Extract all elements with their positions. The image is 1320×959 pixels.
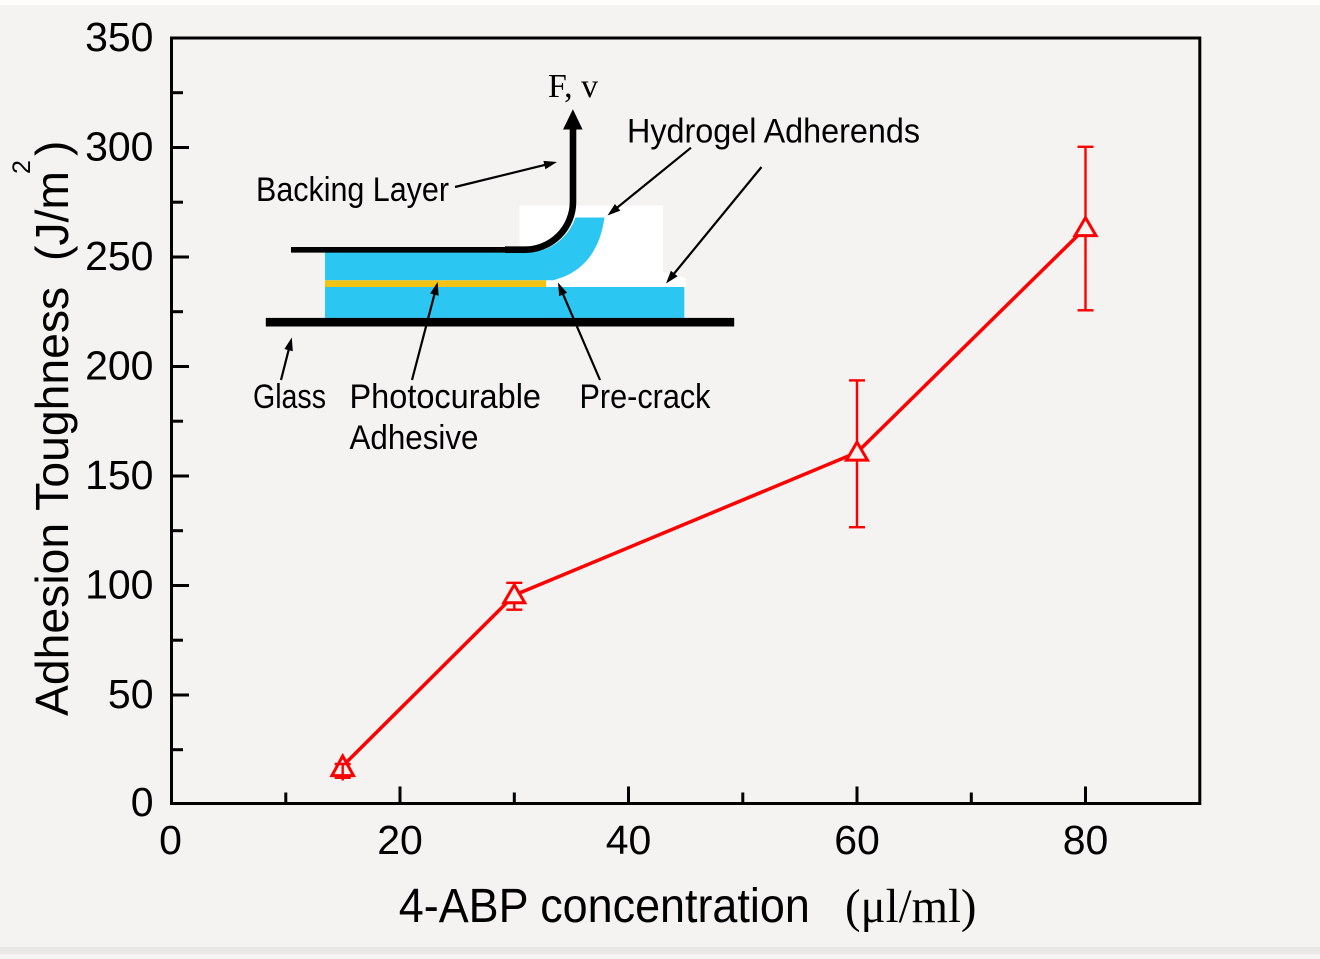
svg-text:Pre-crack: Pre-crack	[580, 378, 712, 416]
svg-text:20: 20	[377, 817, 423, 863]
svg-text:Glass: Glass	[253, 378, 326, 416]
svg-text:350: 350	[85, 14, 153, 60]
svg-text:40: 40	[606, 817, 652, 863]
svg-text:(μl/ml): (μl/ml)	[845, 880, 977, 933]
svg-text:Adhesive: Adhesive	[350, 419, 479, 457]
svg-text:150: 150	[85, 452, 153, 498]
svg-text:60: 60	[834, 817, 880, 863]
svg-text:F, v: F, v	[548, 68, 598, 105]
svg-text:300: 300	[85, 124, 153, 170]
svg-text:Backing Layer: Backing Layer	[256, 171, 449, 209]
svg-text:100: 100	[85, 562, 153, 608]
svg-text:2: 2	[8, 160, 36, 174]
svg-text:0: 0	[131, 779, 154, 825]
svg-text:): )	[26, 141, 78, 156]
svg-text:0: 0	[159, 817, 182, 863]
svg-text:4-ABP concentration: 4-ABP concentration	[399, 880, 810, 933]
svg-text:200: 200	[85, 343, 153, 389]
svg-text:250: 250	[85, 233, 153, 279]
svg-text:50: 50	[108, 671, 154, 717]
svg-text:Photocurable: Photocurable	[350, 378, 542, 416]
svg-text:Hydrogel Adherends: Hydrogel Adherends	[627, 113, 920, 151]
svg-text:Adhesion Toughness (J/m: Adhesion Toughness (J/m	[26, 171, 78, 716]
svg-text:80: 80	[1063, 817, 1109, 863]
